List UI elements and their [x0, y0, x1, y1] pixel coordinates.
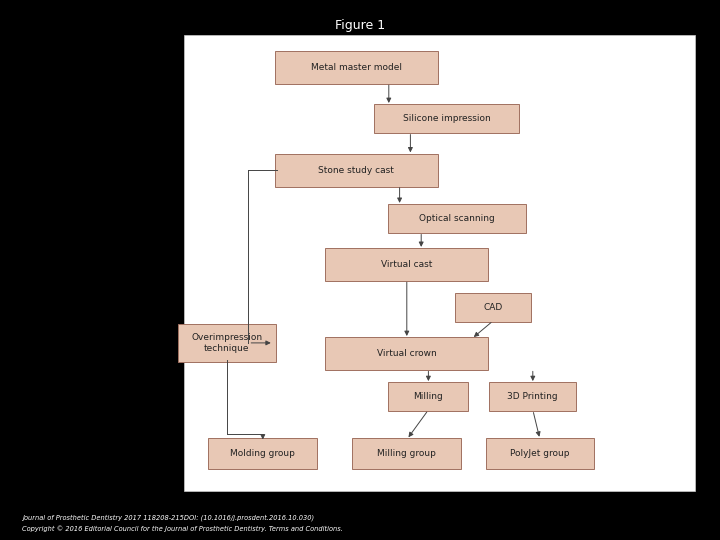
FancyBboxPatch shape: [178, 323, 276, 362]
FancyBboxPatch shape: [325, 337, 488, 370]
Text: Optical scanning: Optical scanning: [419, 214, 495, 223]
Text: CAD: CAD: [484, 303, 503, 312]
FancyBboxPatch shape: [485, 438, 595, 469]
Text: Milling group: Milling group: [377, 449, 436, 458]
Text: 3D Printing: 3D Printing: [508, 393, 558, 401]
FancyBboxPatch shape: [352, 438, 461, 469]
Text: Silicone impression: Silicone impression: [402, 114, 490, 123]
FancyBboxPatch shape: [325, 248, 488, 281]
Text: Figure 1: Figure 1: [335, 19, 385, 32]
FancyBboxPatch shape: [490, 382, 577, 411]
FancyBboxPatch shape: [209, 438, 318, 469]
Text: Milling: Milling: [413, 393, 444, 401]
Text: Copyright © 2016 Editorial Council for the Journal of Prosthetic Dentistry. Term: Copyright © 2016 Editorial Council for t…: [22, 525, 343, 531]
FancyBboxPatch shape: [275, 51, 438, 84]
Text: Metal master model: Metal master model: [311, 63, 402, 72]
FancyBboxPatch shape: [374, 104, 518, 133]
Text: Stone study cast: Stone study cast: [318, 166, 395, 174]
Text: PolyJet group: PolyJet group: [510, 449, 570, 458]
Text: Overimpression
technique: Overimpression technique: [192, 333, 262, 353]
FancyBboxPatch shape: [389, 204, 526, 233]
Text: Virtual crown: Virtual crown: [377, 349, 436, 358]
FancyBboxPatch shape: [184, 35, 695, 491]
Text: Molding group: Molding group: [230, 449, 295, 458]
FancyBboxPatch shape: [455, 293, 531, 322]
FancyBboxPatch shape: [389, 382, 468, 411]
Text: Journal of Prosthetic Dentistry 2017 118208-215DOI: (10.1016/j.prosdent.2016.10.: Journal of Prosthetic Dentistry 2017 118…: [22, 514, 314, 521]
FancyBboxPatch shape: [275, 153, 438, 186]
Text: Virtual cast: Virtual cast: [381, 260, 433, 269]
